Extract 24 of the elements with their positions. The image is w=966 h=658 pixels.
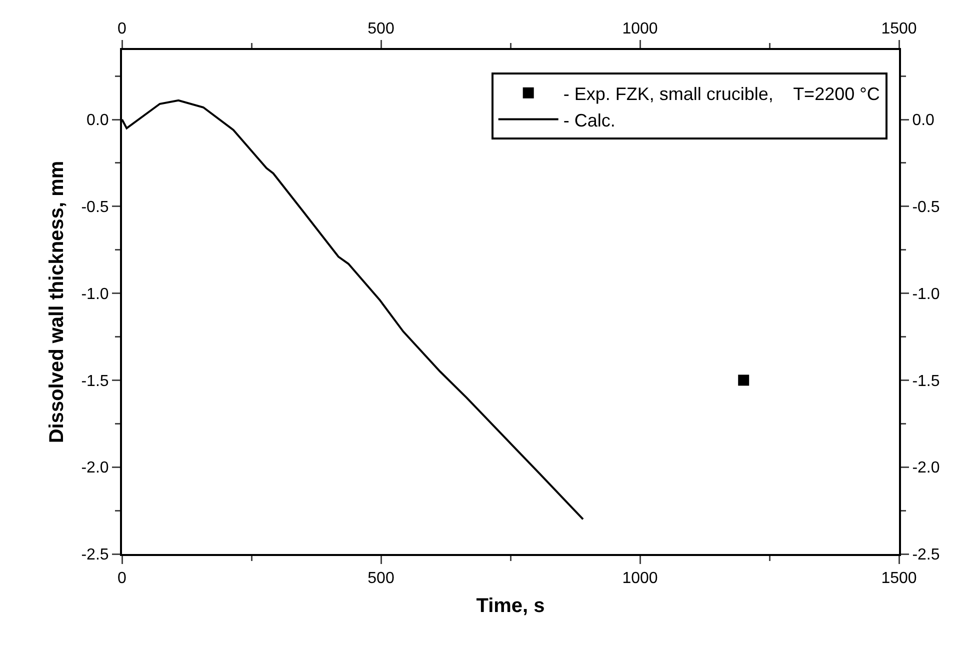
y2-tick-label: 0.0 bbox=[912, 112, 935, 130]
y2-tick-label: -0.5 bbox=[912, 199, 940, 216]
y-tick-label: -2.5 bbox=[81, 546, 109, 564]
y-tick-label: -2.0 bbox=[81, 460, 109, 477]
x-axis-title: Time, s bbox=[476, 595, 545, 618]
y2-tick-label: -2.5 bbox=[912, 546, 940, 564]
y2-tick-label: -1.5 bbox=[912, 372, 940, 390]
x-tick-label: 1000 bbox=[622, 20, 658, 38]
y-tick-label: -1.0 bbox=[81, 286, 109, 303]
y-tick-label: -0.5 bbox=[81, 199, 109, 216]
x2-tick-label: 500 bbox=[368, 570, 394, 588]
y2-tick-label: -2.0 bbox=[912, 460, 940, 477]
legend-label: - Exp. FZK, small crucible, T=2200 °C bbox=[563, 84, 880, 104]
x-tick-label: 500 bbox=[368, 20, 394, 38]
y-tick-label: 0.0 bbox=[86, 112, 109, 130]
y2-tick-label: -1.0 bbox=[912, 286, 940, 303]
y-axis-title: Dissolved wall thickness, mm bbox=[46, 160, 68, 444]
legend-label: - Calc. bbox=[563, 110, 616, 130]
x2-tick-label: 1000 bbox=[622, 570, 658, 588]
x2-tick-label: 1500 bbox=[881, 570, 917, 588]
y-tick-label: -1.5 bbox=[81, 372, 109, 390]
x-tick-label: 1500 bbox=[881, 20, 917, 38]
x-tick-label: 0 bbox=[118, 20, 127, 38]
x2-tick-label: 0 bbox=[118, 570, 127, 588]
